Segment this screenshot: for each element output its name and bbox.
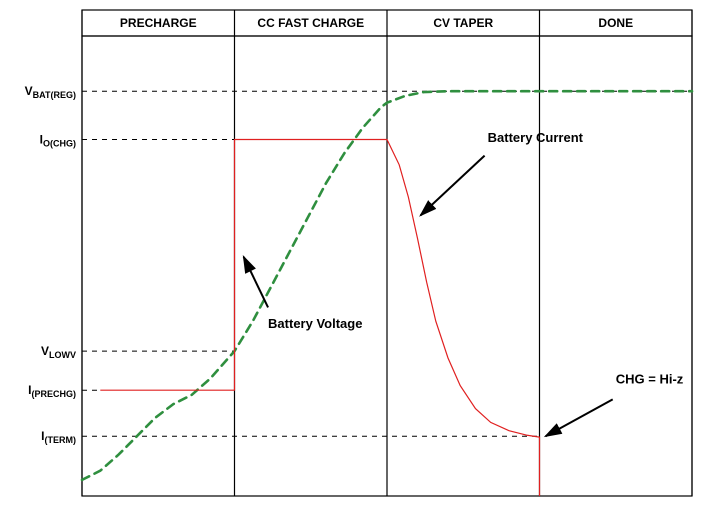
y-label-io_chg: IO(CHG): [40, 133, 76, 149]
y-label-iprechg: I(PRECHG): [28, 383, 76, 399]
label-battery-voltage: Battery Voltage: [268, 316, 362, 331]
chg-hiz-arrow: [546, 399, 613, 436]
phase-label: PRECHARGE: [120, 16, 197, 30]
battery-voltage-arrow: [244, 257, 268, 308]
y-label-vlowv: VLOWV: [41, 344, 76, 360]
phase-label: DONE: [598, 16, 633, 30]
battery-current-arrow: [421, 156, 485, 216]
phase-label: CC FAST CHARGE: [257, 16, 364, 30]
phase-label: CV TAPER: [433, 16, 493, 30]
y-label-vbat_reg: VBAT(REG): [25, 84, 76, 100]
charge-profile-chart: PRECHARGE CC FAST CHARGE CV TAPER DONE VBAT(…: [0, 0, 707, 517]
label-battery-current: Battery Current: [488, 130, 584, 145]
label-chg-hiz: CHG = Hi-z: [616, 371, 684, 386]
y-label-iterm: I(TERM): [41, 429, 76, 445]
